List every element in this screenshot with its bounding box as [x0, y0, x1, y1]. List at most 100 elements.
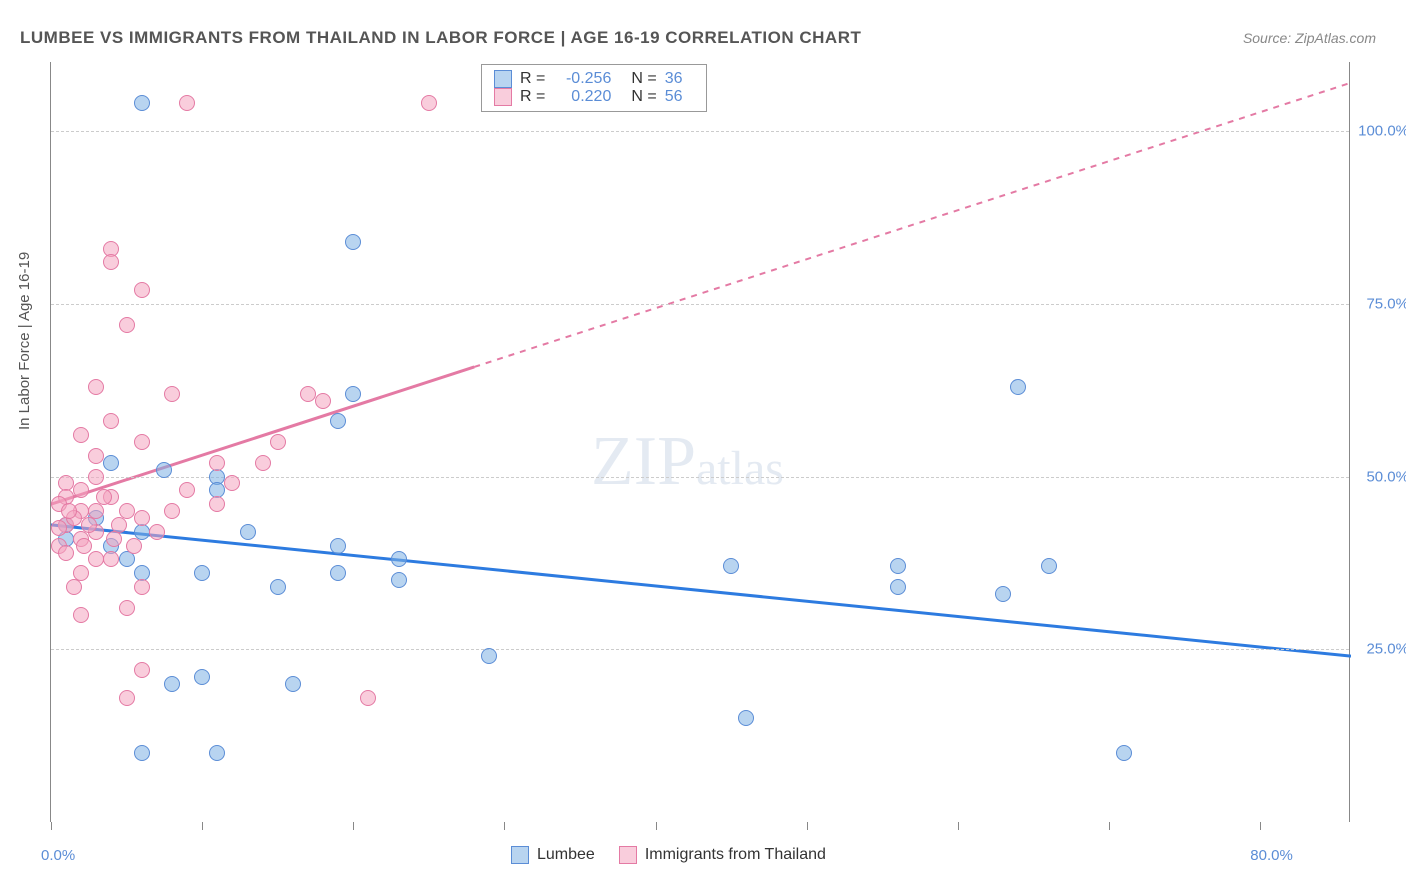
legend-item-lumbee: Lumbee	[511, 846, 595, 864]
data-point	[149, 524, 165, 540]
data-point	[285, 676, 301, 692]
data-point	[88, 379, 104, 395]
data-point	[209, 496, 225, 512]
data-point	[1041, 558, 1057, 574]
scatter-chart: ZIPatlas R = -0.256 N = 36 R = 0.220 N =…	[50, 62, 1350, 822]
data-point	[209, 455, 225, 471]
legend-label: Immigrants from Thailand	[645, 846, 826, 864]
r-label: R =	[520, 70, 545, 88]
data-point	[61, 503, 77, 519]
legend-row-lumbee: R = -0.256 N = 36	[494, 70, 694, 88]
data-point	[391, 572, 407, 588]
data-point	[73, 482, 89, 498]
data-point	[164, 386, 180, 402]
data-point	[179, 95, 195, 111]
data-point	[194, 565, 210, 581]
data-point	[119, 317, 135, 333]
grid-line	[51, 131, 1349, 132]
data-point	[330, 413, 346, 429]
data-point	[360, 690, 376, 706]
data-point	[134, 662, 150, 678]
n-label: N =	[631, 70, 656, 88]
data-point	[330, 538, 346, 554]
data-point	[738, 710, 754, 726]
data-point	[66, 579, 82, 595]
data-point	[106, 531, 122, 547]
n-value-lumbee: 36	[665, 70, 683, 88]
y-axis-label: In Labor Force | Age 16-19	[16, 252, 33, 430]
swatch-blue	[494, 70, 512, 88]
data-point	[890, 579, 906, 595]
n-label: N =	[631, 88, 656, 106]
x-tick-label: 80.0%	[1250, 847, 1293, 864]
data-point	[255, 455, 271, 471]
data-point	[134, 95, 150, 111]
data-point	[345, 386, 361, 402]
data-point	[270, 579, 286, 595]
x-tick	[807, 822, 808, 830]
data-point	[890, 558, 906, 574]
correlation-legend: R = -0.256 N = 36 R = 0.220 N = 56	[481, 64, 707, 112]
data-point	[179, 482, 195, 498]
data-point	[164, 676, 180, 692]
data-point	[134, 745, 150, 761]
data-point	[134, 579, 150, 595]
data-point	[119, 690, 135, 706]
data-point	[723, 558, 739, 574]
x-tick	[1109, 822, 1110, 830]
data-point	[330, 565, 346, 581]
data-point	[88, 551, 104, 567]
trend-lines	[51, 62, 1351, 822]
legend-row-thailand: R = 0.220 N = 56	[494, 88, 694, 106]
swatch-blue	[511, 846, 529, 864]
data-point	[995, 586, 1011, 602]
data-point	[300, 386, 316, 402]
data-point	[126, 538, 142, 554]
swatch-pink	[494, 88, 512, 106]
data-point	[391, 551, 407, 567]
data-point	[134, 434, 150, 450]
x-tick	[202, 822, 203, 830]
data-point	[119, 551, 135, 567]
data-point	[315, 393, 331, 409]
data-point	[345, 234, 361, 250]
data-point	[240, 524, 256, 540]
data-point	[103, 254, 119, 270]
data-point	[134, 510, 150, 526]
n-value-thailand: 56	[665, 88, 683, 106]
x-tick	[958, 822, 959, 830]
x-tick	[1260, 822, 1261, 830]
data-point	[156, 462, 172, 478]
source-attribution: Source: ZipAtlas.com	[1243, 30, 1376, 46]
data-point	[88, 469, 104, 485]
grid-line	[51, 304, 1349, 305]
data-point	[224, 475, 240, 491]
data-point	[1116, 745, 1132, 761]
x-tick	[353, 822, 354, 830]
data-point	[164, 503, 180, 519]
legend-item-thailand: Immigrants from Thailand	[619, 846, 826, 864]
data-point	[81, 517, 97, 533]
y-tick-label: 25.0%	[1366, 641, 1406, 658]
data-point	[119, 600, 135, 616]
data-point	[209, 745, 225, 761]
data-point	[73, 607, 89, 623]
x-tick	[51, 822, 52, 830]
data-point	[76, 538, 92, 554]
data-point	[481, 648, 497, 664]
chart-title: LUMBEE VS IMMIGRANTS FROM THAILAND IN LA…	[20, 28, 861, 48]
data-point	[134, 282, 150, 298]
swatch-pink	[619, 846, 637, 864]
legend-label: Lumbee	[537, 846, 595, 864]
x-tick	[504, 822, 505, 830]
data-point	[270, 434, 286, 450]
data-point	[73, 427, 89, 443]
r-value-thailand: 0.220	[553, 88, 611, 106]
data-point	[194, 669, 210, 685]
data-point	[1010, 379, 1026, 395]
data-point	[103, 455, 119, 471]
r-label: R =	[520, 88, 545, 106]
data-point	[51, 520, 67, 536]
y-tick-label: 75.0%	[1366, 295, 1406, 312]
x-tick	[656, 822, 657, 830]
